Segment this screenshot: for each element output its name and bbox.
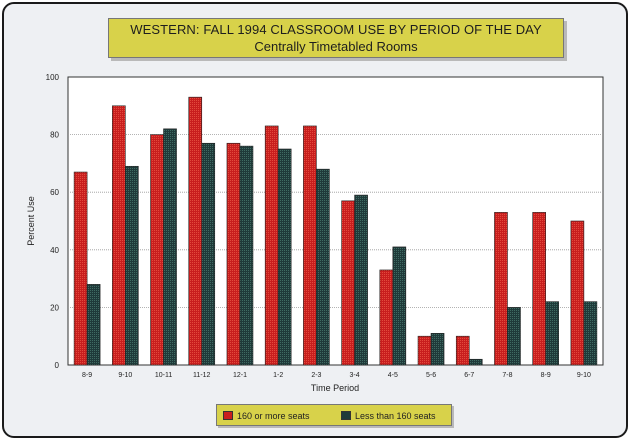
x-tick-label: 10-11 <box>155 372 172 379</box>
bar-160-or-more <box>494 212 508 366</box>
bar-less-than-160 <box>163 128 177 366</box>
y-tick-label: 80 <box>50 131 59 140</box>
legend-swatch-dark <box>341 411 351 420</box>
bar-160-or-more <box>226 142 241 366</box>
x-tick-label: 8-9 <box>541 372 551 379</box>
y-tick-label: 40 <box>50 246 59 255</box>
bar-less-than-160 <box>507 307 521 366</box>
x-tick-label: 11-12 <box>193 372 210 379</box>
chart-title: WESTERN: FALL 1994 CLASSROOM USE BY PERI… <box>130 22 542 37</box>
legend-label: Less than 160 seats <box>355 411 436 421</box>
legend-label: 160 or more seats <box>237 411 310 421</box>
bar-less-than-160 <box>392 246 407 366</box>
y-axis-label: Percent Use <box>26 196 36 246</box>
bar-160-or-more <box>417 335 432 366</box>
chart-legend: 160 or more seats Less than 160 seats <box>216 404 452 426</box>
x-tick-label: 4-5 <box>388 372 398 379</box>
bar-160-or-more <box>188 96 203 366</box>
bar-160-or-more <box>532 212 546 366</box>
bar-less-than-160 <box>201 142 216 366</box>
bar-less-than-160 <box>316 168 330 366</box>
x-tick-label: 7-8 <box>502 372 512 379</box>
x-tick-label: 3-4 <box>350 372 360 379</box>
plot-area <box>67 76 604 366</box>
bar-less-than-160 <box>583 301 598 366</box>
x-tick-label: 6-7 <box>464 372 474 379</box>
bar-160-or-more <box>73 171 88 366</box>
bar-160-or-more <box>341 200 355 366</box>
bar-160-or-more <box>379 269 394 366</box>
bar-160-or-more <box>570 220 585 366</box>
x-tick-label: 2-3 <box>311 372 321 379</box>
bar-160-or-more <box>303 125 317 366</box>
bar-less-than-160 <box>354 194 368 366</box>
legend-swatch-red <box>223 411 233 420</box>
x-tick-label: 1-2 <box>273 372 283 379</box>
chart-title-box: WESTERN: FALL 1994 CLASSROOM USE BY PERI… <box>108 18 564 58</box>
bar-160-or-more <box>264 125 279 366</box>
y-tick-label: 0 <box>55 361 60 370</box>
bar-less-than-160 <box>239 145 254 366</box>
x-tick-label: 9-10 <box>577 372 591 379</box>
bar-160-or-more <box>112 105 126 366</box>
bar-160-or-more <box>455 335 470 366</box>
bar-less-than-160 <box>430 333 445 366</box>
x-axis-label: Time Period <box>311 383 359 393</box>
bar-160-or-more <box>150 134 164 366</box>
y-tick-label: 100 <box>46 73 60 82</box>
chart-subtitle: Centrally Timetabled Rooms <box>254 39 418 54</box>
bar-less-than-160 <box>86 284 101 366</box>
x-tick-label: 12-1 <box>233 372 247 379</box>
bar-less-than-160 <box>468 358 483 366</box>
bar-less-than-160 <box>125 165 139 366</box>
x-tick-label: 9-10 <box>118 372 132 379</box>
bar-less-than-160 <box>277 148 292 366</box>
y-tick-label: 60 <box>50 188 59 197</box>
x-tick-label: 8-9 <box>82 372 92 379</box>
y-tick-label: 20 <box>50 303 59 312</box>
x-tick-label: 5-6 <box>426 372 436 379</box>
bar-less-than-160 <box>545 301 559 366</box>
